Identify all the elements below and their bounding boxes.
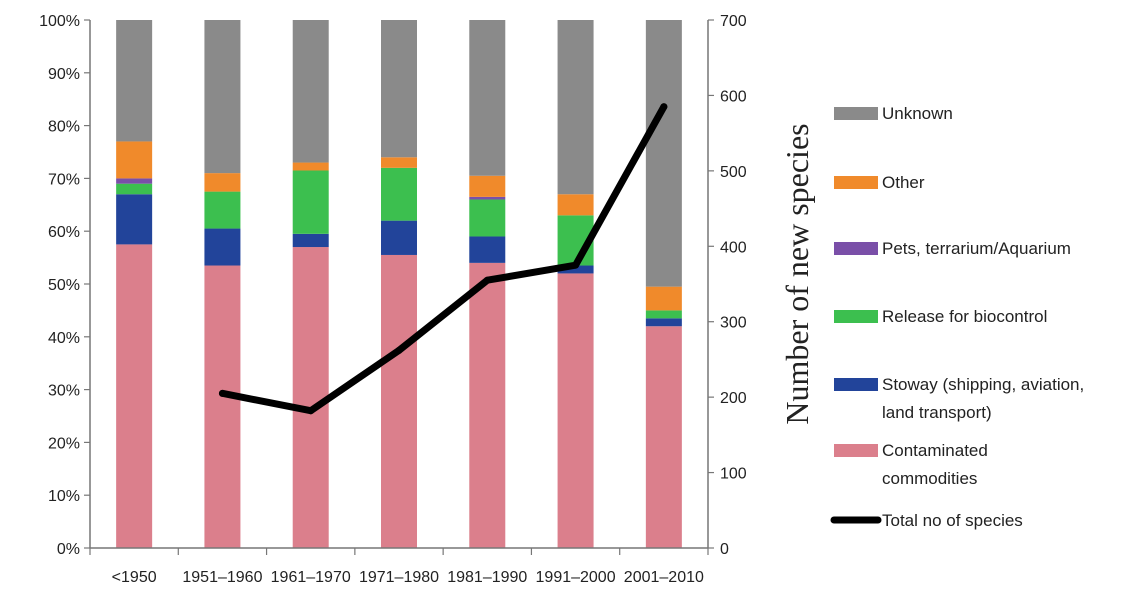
y-tick-label-right-400: 400 (720, 239, 747, 256)
bar-release-for-biocontrol-0 (116, 184, 152, 195)
bar-unknown-0 (116, 20, 152, 141)
bars-layer (116, 20, 682, 548)
y-tick-label-left-0: 0% (57, 541, 80, 558)
bar-contaminated-commodities-1 (204, 266, 240, 548)
legend-other-label-0: Other (882, 173, 925, 192)
bar-unknown-1 (204, 20, 240, 173)
bar-unknown-5 (558, 20, 594, 194)
y-tick-label-right-300: 300 (720, 315, 747, 332)
bar-release-for-biocontrol-1 (204, 192, 240, 229)
x-tick-label-6: 2001–2010 (624, 569, 704, 586)
y-tick-label-right-500: 500 (720, 164, 747, 181)
bar-release-for-biocontrol-4 (469, 200, 505, 237)
bar-stoway-shipping-aviation-land-transport-4 (469, 236, 505, 262)
bar-unknown-3 (381, 20, 417, 157)
line-total-no-of-species (222, 107, 663, 411)
axes-layer: 0% 10% 20% 30% 40% 50% 60% 70% 80% 90% 100% 0 100 200… (39, 13, 815, 586)
y-tick-label-right-600: 600 (720, 88, 747, 105)
bar-unknown-6 (646, 20, 682, 287)
y-tick-label-left-60: 60% (48, 224, 80, 241)
line-point-1 (219, 390, 226, 397)
bar-other-2 (293, 163, 329, 171)
legend-stoway-shipping-aviation-land-transport-label-1: land transport) (882, 403, 992, 422)
legend-unknown-label-0: Unknown (882, 104, 953, 123)
legend-stoway-shipping-aviation-land-transport-label-0: Stoway (shipping, aviation, (882, 375, 1084, 394)
line-point-4 (484, 277, 491, 284)
legend-unknown-swatch (834, 107, 878, 120)
line-layer (219, 103, 667, 414)
bar-contaminated-commodities-0 (116, 244, 152, 548)
legend-contaminated-commodities-swatch (834, 444, 878, 457)
legend-contaminated-commodities-label-0: Contaminated (882, 441, 988, 460)
y-tick-label-right-700: 700 (720, 13, 747, 30)
y-tick-label-left-50: 50% (48, 277, 80, 294)
legend-contaminated-commodities-label-1: commodities (882, 469, 977, 488)
bar-stoway-shipping-aviation-land-transport-3 (381, 221, 417, 255)
bar-contaminated-commodities-2 (293, 247, 329, 548)
bar-pets-terrarium-aquarium-4 (469, 197, 505, 200)
legend-other-swatch (834, 176, 878, 189)
bar-stoway-shipping-aviation-land-transport-2 (293, 234, 329, 247)
bar-other-0 (116, 141, 152, 178)
line-point-3 (396, 347, 403, 354)
bar-contaminated-commodities-5 (558, 273, 594, 548)
legend-release-for-biocontrol-label-0: Release for biocontrol (882, 307, 1047, 326)
legend-pets-terrarium-aquarium-label-0: Pets, terrarium/Aquarium (882, 239, 1071, 258)
y-tick-label-right-100: 100 (720, 466, 747, 483)
line-point-5 (572, 262, 579, 269)
y-tick-label-left-100: 100% (39, 13, 80, 30)
y-tick-label-left-20: 20% (48, 435, 80, 452)
line-point-6 (660, 103, 667, 110)
bar-stoway-shipping-aviation-land-transport-0 (116, 194, 152, 244)
y-tick-label-left-70: 70% (48, 171, 80, 188)
legend-pets-terrarium-aquarium-swatch (834, 242, 878, 255)
bar-unknown-2 (293, 20, 329, 163)
bar-release-for-biocontrol-6 (646, 310, 682, 318)
bar-other-3 (381, 157, 417, 168)
bar-contaminated-commodities-6 (646, 326, 682, 548)
x-tick-label-2: 1961–1970 (271, 569, 351, 586)
legend-stoway-shipping-aviation-land-transport-swatch (834, 378, 878, 391)
legend-release-for-biocontrol-swatch (834, 310, 878, 323)
x-tick-label-0: <1950 (112, 569, 157, 586)
bar-pets-terrarium-aquarium-0 (116, 178, 152, 183)
x-tick-label-4: 1981–1990 (447, 569, 527, 586)
y-tick-label-left-80: 80% (48, 119, 80, 136)
y2-axis-title: Number of new species (779, 123, 815, 424)
y-tick-label-left-90: 90% (48, 66, 80, 83)
bar-stoway-shipping-aviation-land-transport-1 (204, 229, 240, 266)
bar-other-5 (558, 194, 594, 215)
bar-release-for-biocontrol-2 (293, 170, 329, 233)
bar-other-6 (646, 287, 682, 311)
x-tick-label-3: 1971–1980 (359, 569, 439, 586)
bar-other-4 (469, 176, 505, 197)
y-tick-label-left-40: 40% (48, 330, 80, 347)
legend: Unknown Other Pets, terrarium/Aquarium Rele… (834, 104, 1084, 530)
y-tick-label-right-0: 0 (720, 541, 729, 558)
bar-contaminated-commodities-4 (469, 263, 505, 548)
bar-release-for-biocontrol-3 (381, 168, 417, 221)
bar-stoway-shipping-aviation-land-transport-6 (646, 318, 682, 326)
x-tick-label-5: 1991–2000 (536, 569, 616, 586)
x-tick-label-1: 1951–1960 (182, 569, 262, 586)
y-tick-label-left-10: 10% (48, 488, 80, 505)
bar-unknown-4 (469, 20, 505, 176)
bar-contaminated-commodities-3 (381, 255, 417, 548)
bar-other-1 (204, 173, 240, 191)
y-tick-label-right-200: 200 (720, 390, 747, 407)
legend-total-no-of-species-label-0: Total no of species (882, 511, 1023, 530)
line-point-2 (307, 407, 314, 414)
y-tick-label-left-30: 30% (48, 383, 80, 400)
